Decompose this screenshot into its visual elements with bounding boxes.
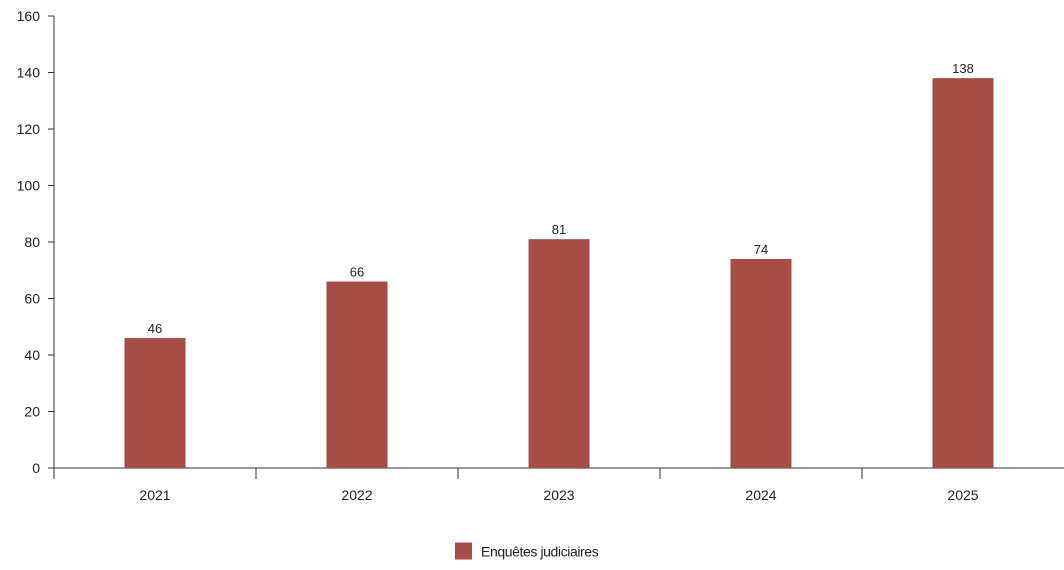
x-tick-label: 2024 <box>745 487 776 503</box>
y-tick-label: 140 <box>17 65 41 81</box>
bar-2024 <box>730 258 792 468</box>
legend: Enquêtes judiciaires <box>455 542 599 560</box>
data-label: 74 <box>754 242 768 257</box>
legend-swatch <box>455 542 472 560</box>
data-label: 66 <box>350 265 364 280</box>
y-axis: 0 20 40 60 80 100 120 140 160 <box>17 8 55 476</box>
y-tick-label: 100 <box>17 178 41 194</box>
data-label: 81 <box>552 222 566 237</box>
y-tick-label: 60 <box>24 291 40 307</box>
x-tick-label: 2022 <box>341 487 372 503</box>
bar-2023 <box>528 239 590 468</box>
bar-2022 <box>326 281 388 468</box>
x-axis: 2021 2022 2023 2024 2025 <box>53 467 1064 503</box>
y-tick-label: 20 <box>24 404 40 420</box>
legend-label: Enquêtes judiciaires <box>481 543 599 559</box>
x-tick-label: 2023 <box>543 487 574 503</box>
y-tick-label: 0 <box>32 460 40 476</box>
data-labels: 46 66 81 74 138 <box>148 61 974 336</box>
y-tick-label: 160 <box>17 8 41 24</box>
bars <box>124 78 994 469</box>
bar-2025 <box>932 78 994 469</box>
y-tick-label: 40 <box>24 347 40 363</box>
x-tick-label: 2025 <box>947 487 978 503</box>
data-label: 138 <box>952 61 974 76</box>
bar-2021 <box>124 338 186 468</box>
x-tick-label: 2021 <box>139 487 170 503</box>
y-tick-label: 120 <box>17 121 41 137</box>
data-label: 46 <box>148 321 162 336</box>
y-tick-label: 80 <box>24 234 40 250</box>
